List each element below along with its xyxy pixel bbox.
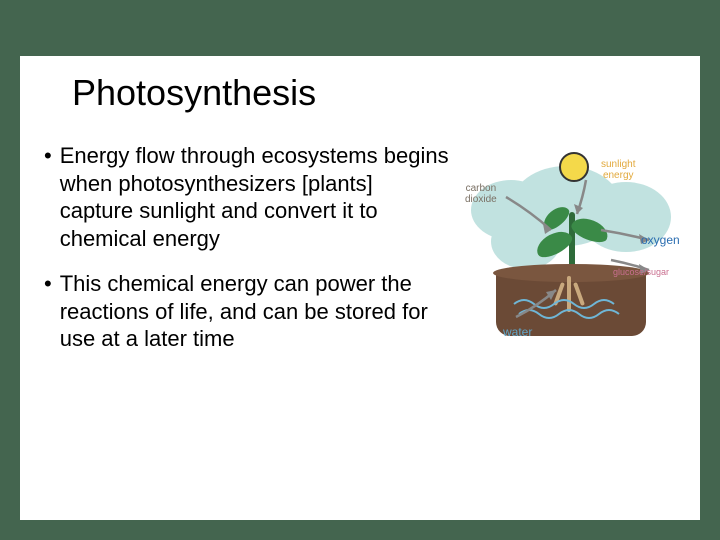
bullet-text: This chemical energy can power the react… — [60, 270, 449, 353]
bullet-item: • Energy flow through ecosystems begins … — [44, 142, 449, 252]
slide-body: • Energy flow through ecosystems begins … — [44, 142, 676, 371]
bullet-item: • This chemical energy can power the rea… — [44, 270, 449, 353]
bullet-marker: • — [44, 142, 52, 252]
water-squiggle — [509, 294, 629, 322]
label-water: water — [503, 326, 532, 339]
bullet-marker: • — [44, 270, 52, 353]
bullet-list: • Energy flow through ecosystems begins … — [44, 142, 449, 371]
slide-panel: Photosynthesis • Energy flow through eco… — [20, 56, 700, 520]
sun-icon — [559, 152, 589, 182]
bullet-text: Energy flow through ecosystems begins wh… — [60, 142, 449, 252]
label-oxygen: oxygen — [641, 234, 680, 247]
label-carbon-dioxide: carbondioxide — [465, 184, 497, 205]
photosynthesis-diagram: carbondioxide sunlightenergy oxygen gluc… — [461, 142, 676, 347]
label-glucose-sugar: glucose/sugar — [613, 268, 669, 277]
label-sunlight-energy: sunlightenergy — [601, 160, 635, 181]
slide-title: Photosynthesis — [72, 72, 676, 114]
